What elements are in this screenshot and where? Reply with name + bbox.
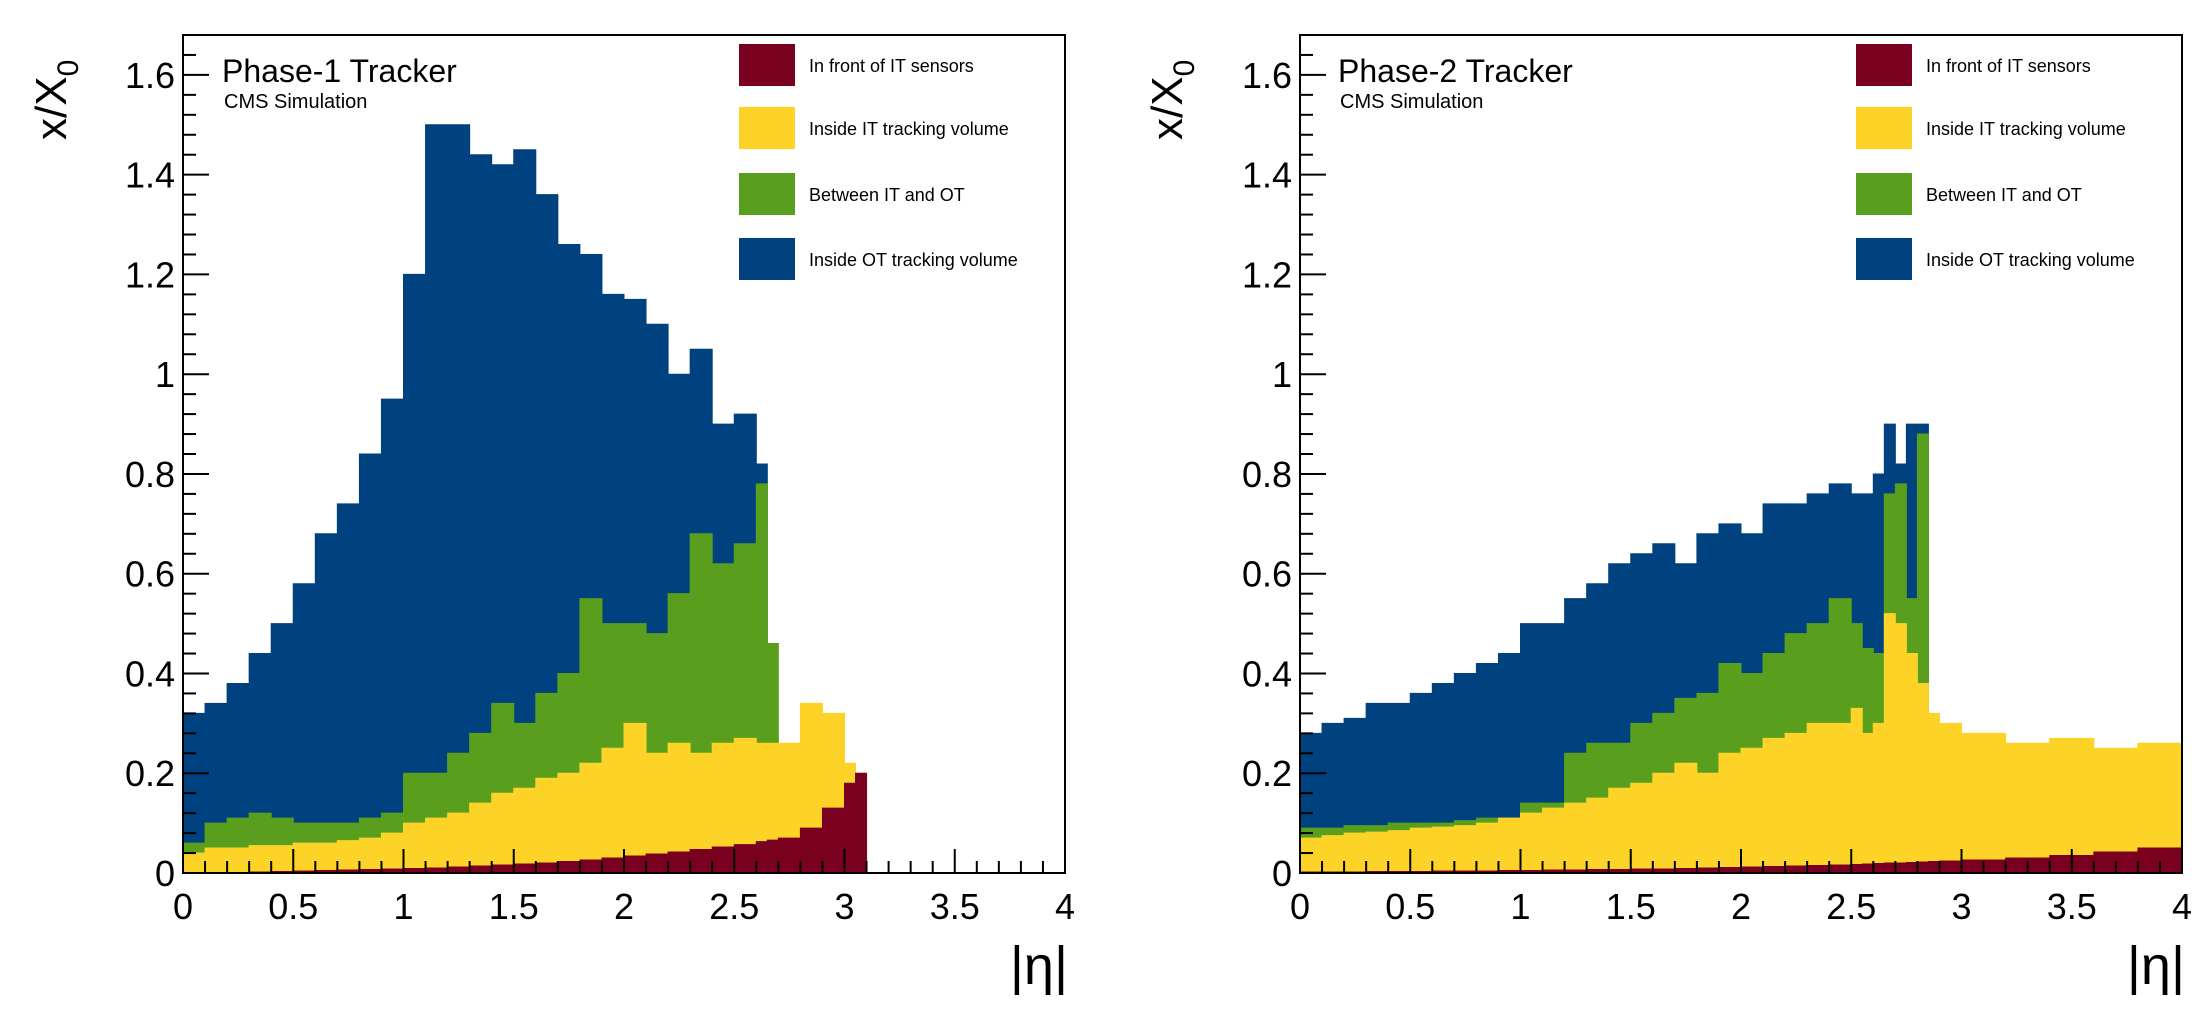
phase1-x-tick-label: 1.5 <box>489 886 539 927</box>
phase2-title: Phase-2 Tracker <box>1338 53 1573 89</box>
phase1-x-tick-label: 0 <box>173 886 193 927</box>
phase2-x-tick-label: 3.5 <box>2047 886 2097 927</box>
phase1-legend-swatch-front <box>739 44 795 86</box>
phase2-y-tick-label: 0.8 <box>1242 454 1292 495</box>
phase2-y-tick-label: 0.6 <box>1242 554 1292 595</box>
phase1-x-tick-label: 3.5 <box>930 886 980 927</box>
phase2-legend-swatch-inside-ot <box>1856 238 1912 280</box>
phase1-y-tick-label: 1 <box>155 354 175 395</box>
phase2-legend-label-between: Between IT and OT <box>1926 185 2082 205</box>
phase2-y-tick-label: 1 <box>1272 354 1292 395</box>
phase1-x-tick-label: 2 <box>614 886 634 927</box>
phase2-legend: In front of IT sensors Inside IT trackin… <box>1856 44 2135 280</box>
phase2-legend-label-front: In front of IT sensors <box>1926 56 2091 76</box>
phase1-ticks: 0 0.5 1 1.5 2 2.5 3 3.5 4 0 0.2 0.4 0.6 0.8 1 1.2 1.4 1.6 <box>125 34 1075 927</box>
phase2-y-tick-label: 0.4 <box>1242 653 1292 694</box>
phase1-x-tick-label: 3 <box>834 886 854 927</box>
phase2-y-tick-label: 0 <box>1272 853 1292 894</box>
phase2-x-tick-label: 3 <box>1951 886 1971 927</box>
phase2-y-axis-label-main: x/X <box>1143 76 1192 140</box>
phase1-subtitle: CMS Simulation <box>224 91 367 113</box>
phase1-x-axis-label: |η| <box>1010 936 1068 996</box>
phase1-x-tick-label: 2.5 <box>709 886 759 927</box>
phase2-x-tick-label: 2 <box>1731 886 1751 927</box>
phase1-y-tick-label: 0.4 <box>125 653 175 694</box>
phase2-y-axis-label-sub: 0 <box>1168 60 1201 77</box>
phase1-y-axis-label-main: x/X <box>27 76 76 140</box>
phase1-y-tick-label: 0.6 <box>125 554 175 595</box>
phase2-series-layer <box>1299 423 2183 874</box>
phase1-title: Phase-1 Tracker <box>222 53 457 89</box>
phase2-subtitle: CMS Simulation <box>1340 91 1483 113</box>
phase1-legend-swatch-inside-it <box>739 107 795 149</box>
phase1-legend-label-inside-ot: Inside OT tracking volume <box>809 250 1018 270</box>
phase1-legend-label-inside-it: Inside IT tracking volume <box>809 119 1009 139</box>
phase2-series-inside-ot <box>1299 423 2182 874</box>
phase2-x-tick-label: 1.5 <box>1606 886 1656 927</box>
phase2-y-tick-label: 1.6 <box>1242 55 1292 96</box>
phase1-x-tick-label: 0.5 <box>268 886 318 927</box>
phase2-legend-swatch-between <box>1856 173 1912 215</box>
phase1-legend-label-front: In front of IT sensors <box>809 56 974 76</box>
phase2-legend-swatch-inside-it <box>1856 107 1912 149</box>
phase2-legend-label-inside-ot: Inside OT tracking volume <box>1926 250 2135 270</box>
phase1-y-tick-label: 0.8 <box>125 454 175 495</box>
phase2-chart: 0 0.5 1 1.5 2 2.5 3 3.5 4 0 0.2 0.4 0.6 0.8 1 1.2 1.4 1.6… <box>1143 34 2192 996</box>
phase2-ticks: 0 0.5 1 1.5 2 2.5 3 3.5 4 0 0.2 0.4 0.6 0.8 1 1.2 1.4 1.6 <box>1242 34 2192 927</box>
phase1-chart: 0 0.5 1 1.5 2 2.5 3 3.5 4 0 0.2 0.4 0.6 0.8 1 1.2 1.4 1.6… <box>27 34 1075 996</box>
phase2-x-tick-label: 0 <box>1290 886 1310 927</box>
phase2-y-tick-label: 1.4 <box>1242 155 1292 196</box>
phase2-x-axis-label: |η| <box>2127 936 2185 996</box>
phase2-y-tick-label: 1.2 <box>1242 254 1292 295</box>
phase1-legend-swatch-between <box>739 173 795 215</box>
phase1-legend: In front of IT sensors Inside IT trackin… <box>739 44 1018 280</box>
phase1-legend-label-between: Between IT and OT <box>809 185 965 205</box>
phase1-y-tick-label: 1.4 <box>125 155 175 196</box>
phase2-y-tick-label: 0.2 <box>1242 753 1292 794</box>
phase1-y-tick-label: 1.6 <box>125 55 175 96</box>
phase2-x-tick-label: 1 <box>1510 886 1530 927</box>
phase1-y-tick-label: 1.2 <box>125 254 175 295</box>
phase2-legend-swatch-front <box>1856 44 1912 86</box>
phase1-series-inside-it <box>182 702 868 874</box>
phase1-y-tick-label: 0 <box>155 853 175 894</box>
phase2-x-tick-label: 2.5 <box>1826 886 1876 927</box>
phase1-y-axis-label: x/X0 <box>27 60 85 140</box>
phase1-series-layer <box>182 124 868 874</box>
phase2-series-inside-it <box>1299 613 2183 874</box>
phase1-legend-swatch-inside-ot <box>739 238 795 280</box>
phase2-legend-label-inside-it: Inside IT tracking volume <box>1926 119 2126 139</box>
phase2-x-tick-label: 0.5 <box>1385 886 1435 927</box>
phase2-x-tick-label: 4 <box>2172 886 2192 927</box>
phase1-x-tick-label: 4 <box>1055 886 1075 927</box>
phase1-x-tick-label: 1 <box>393 886 413 927</box>
phase1-y-tick-label: 0.2 <box>125 753 175 794</box>
phase2-y-axis-label: x/X0 <box>1143 60 1201 140</box>
phase1-y-axis-label-sub: 0 <box>52 60 85 77</box>
